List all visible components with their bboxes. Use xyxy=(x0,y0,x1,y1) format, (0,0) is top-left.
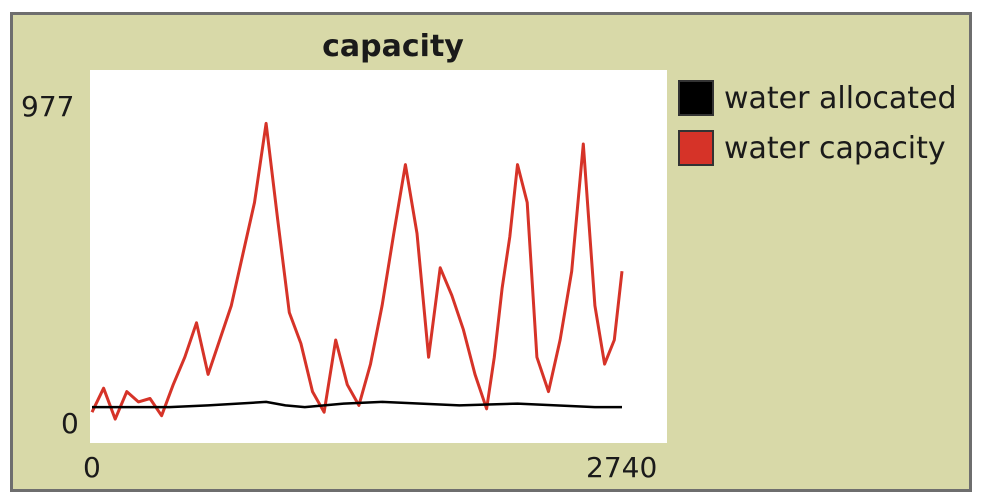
x-tick-max: 2740 xyxy=(586,451,658,484)
x-tick-min: 0 xyxy=(83,451,101,484)
plot-widget: capacity 977 0 0 2740 water allocated wa… xyxy=(10,12,972,492)
legend-label-water-allocated: water allocated xyxy=(724,80,957,116)
legend: water allocated water capacity xyxy=(678,73,957,173)
legend-swatch-water-capacity xyxy=(678,130,714,166)
y-tick-min: 0 xyxy=(61,407,79,440)
chart-title: capacity xyxy=(322,29,464,64)
series-line-water-capacity xyxy=(90,121,624,421)
legend-item-water-capacity: water capacity xyxy=(678,123,957,173)
chart-svg xyxy=(90,121,624,421)
legend-item-water-allocated: water allocated xyxy=(678,73,957,123)
plot-area xyxy=(90,70,667,443)
legend-swatch-water-allocated xyxy=(678,80,714,116)
y-tick-max: 977 xyxy=(21,90,75,123)
series-line-water-allocated xyxy=(92,400,622,409)
legend-label-water-capacity: water capacity xyxy=(724,130,946,166)
